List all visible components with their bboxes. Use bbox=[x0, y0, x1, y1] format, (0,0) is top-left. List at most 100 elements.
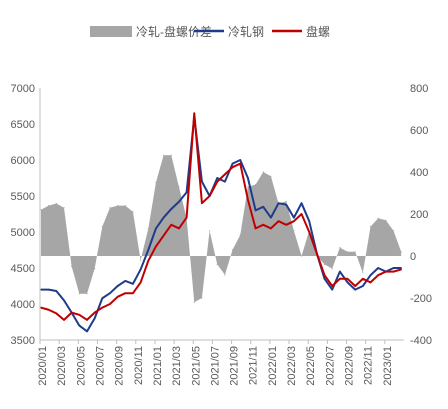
x-axis-tick-label: 2021/07 bbox=[209, 346, 221, 386]
cold-rolled-point bbox=[86, 330, 88, 333]
legend-label-spread: 冷轧-盘螺价差 bbox=[136, 24, 212, 39]
spread-point bbox=[147, 228, 149, 230]
cold-rolled-point bbox=[231, 162, 234, 165]
spread-point bbox=[293, 230, 295, 232]
spread-point bbox=[369, 226, 372, 228]
cold-rolled-point bbox=[47, 288, 50, 291]
x-axis-tick-label: 2021/01 bbox=[152, 346, 164, 386]
wire-rod-point bbox=[162, 234, 165, 237]
spread-point bbox=[78, 293, 80, 295]
left-axis-tick-label: 6000 bbox=[11, 155, 35, 167]
cold-rolled-point bbox=[362, 285, 364, 287]
spread-point bbox=[94, 268, 96, 270]
cold-rolled-point bbox=[147, 249, 150, 251]
left-axis-tick-label: 5500 bbox=[11, 191, 35, 203]
x-axis-tick-label: 2021/11 bbox=[248, 346, 260, 385]
wire-rod-point bbox=[178, 227, 180, 230]
wire-rod-point bbox=[201, 202, 203, 204]
wire-rod-point bbox=[316, 252, 318, 255]
right-axis-tick-label: 800 bbox=[410, 83, 428, 95]
spread-point bbox=[86, 293, 88, 295]
spread-point bbox=[254, 184, 257, 186]
x-axis-tick-label: 2020/05 bbox=[75, 346, 87, 386]
spread-point bbox=[231, 249, 234, 251]
spread-point bbox=[170, 154, 172, 156]
wire-rod-point bbox=[124, 292, 127, 295]
cold-rolled-point bbox=[285, 203, 288, 206]
spread-point bbox=[346, 251, 349, 253]
cold-rolled-point bbox=[224, 180, 226, 183]
legend-swatch-spread bbox=[90, 26, 132, 37]
spread-point bbox=[132, 211, 134, 213]
wire-rod-point bbox=[47, 308, 50, 311]
wire-rod-point bbox=[300, 213, 303, 215]
wire-rod-point bbox=[254, 227, 257, 230]
wire-rod-point bbox=[323, 274, 326, 277]
wire-rod-point bbox=[285, 224, 288, 226]
spread-point bbox=[262, 171, 264, 173]
spread-point bbox=[155, 181, 157, 184]
x-axis-tick-label: 2020/07 bbox=[94, 346, 106, 386]
left-axis-tick-label: 7000 bbox=[11, 83, 35, 95]
legend-label-wire-rod: 盘螺 bbox=[306, 24, 330, 39]
x-axis-tick-label: 2020/11 bbox=[133, 346, 145, 385]
cold-rolled-point bbox=[162, 216, 165, 219]
wire-rod-point bbox=[392, 270, 395, 273]
legend-label-cold-rolled: 冷轧钢 bbox=[228, 25, 264, 39]
cold-rolled-point bbox=[323, 278, 326, 280]
spread-point bbox=[63, 207, 65, 209]
left-axis-tick-label: 6500 bbox=[11, 119, 35, 131]
wire-rod-point bbox=[55, 312, 58, 315]
cold-rolled-point bbox=[178, 200, 180, 203]
spread-point bbox=[300, 255, 303, 257]
cold-rolled-point bbox=[277, 202, 280, 204]
spread-point bbox=[377, 217, 379, 219]
cold-rolled-point bbox=[270, 216, 272, 219]
x-axis-tick-label: 2022/03 bbox=[286, 346, 298, 386]
wire-rod-point bbox=[362, 278, 364, 280]
x-axis-tick-label: 2020/01 bbox=[37, 346, 49, 386]
x-axis-tick-label: 2020/09 bbox=[114, 346, 126, 386]
right-axis-tick-label: 600 bbox=[410, 125, 428, 137]
spread-point bbox=[140, 259, 142, 261]
right-axis-tick-label: -400 bbox=[410, 335, 432, 347]
cold-rolled-point bbox=[124, 280, 127, 282]
cold-rolled-point bbox=[201, 180, 203, 183]
cold-rolled-point bbox=[293, 216, 295, 219]
cold-rolled-point bbox=[170, 208, 173, 210]
wire-rod-point bbox=[224, 173, 226, 176]
cold-rolled-point bbox=[155, 227, 157, 230]
wire-rod-point bbox=[231, 166, 234, 168]
wire-rod-point bbox=[40, 306, 42, 309]
wire-rod-point bbox=[139, 281, 142, 284]
wire-rod-point bbox=[308, 231, 311, 233]
x-axis-tick-label: 2021/03 bbox=[171, 346, 183, 386]
cold-rolled-point bbox=[55, 290, 58, 292]
spread-point bbox=[216, 263, 218, 265]
cold-rolled-point bbox=[331, 288, 334, 291]
cold-rolled-point bbox=[132, 283, 134, 285]
cold-rolled-point bbox=[139, 268, 142, 271]
wire-rod-point bbox=[86, 319, 88, 321]
wire-rod-point bbox=[93, 311, 96, 314]
wire-rod-point bbox=[208, 195, 211, 197]
spread-point bbox=[55, 202, 57, 205]
cold-rolled-point bbox=[300, 202, 303, 204]
spread-point bbox=[40, 209, 42, 211]
wire-rod-point bbox=[239, 162, 242, 165]
right-axis-tick-label: 200 bbox=[410, 209, 428, 221]
spread-point bbox=[323, 263, 326, 265]
left-axis-tick-label: 5000 bbox=[11, 227, 35, 239]
spread-point bbox=[331, 268, 333, 270]
spread-point bbox=[392, 230, 395, 232]
wire-rod-point bbox=[109, 303, 111, 305]
wire-rod-point bbox=[400, 268, 402, 271]
wire-rod-point bbox=[155, 245, 157, 248]
wire-rod-point bbox=[147, 260, 150, 262]
spread-point bbox=[354, 251, 356, 253]
x-axis-tick-label: 2022/11 bbox=[363, 346, 375, 385]
cold-rolled-point bbox=[346, 281, 349, 284]
wire-rod-point bbox=[78, 314, 81, 316]
cold-rolled-point bbox=[63, 299, 65, 302]
series-line-cold-rolled bbox=[41, 115, 402, 333]
